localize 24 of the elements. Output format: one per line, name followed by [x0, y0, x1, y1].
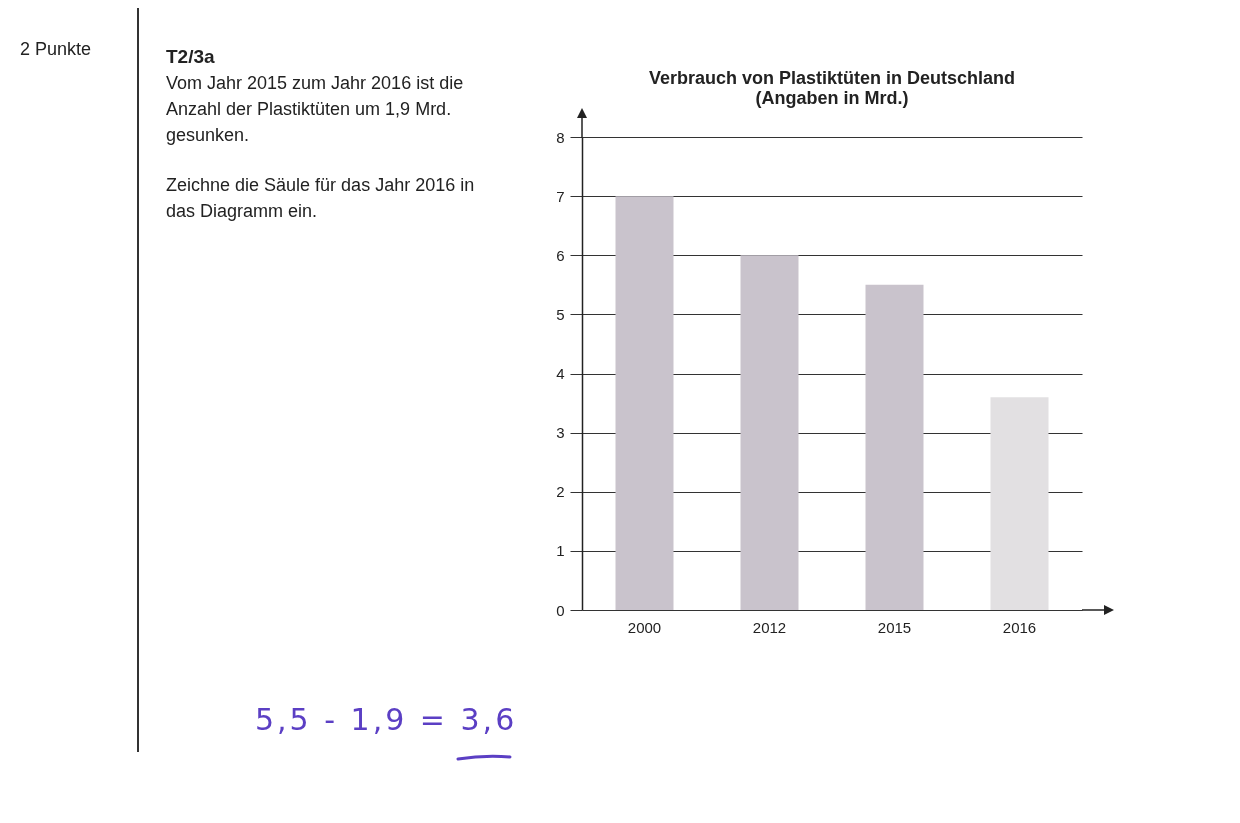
x-tick-label: 2015: [877, 618, 912, 636]
y-tick-label: 1: [556, 542, 565, 560]
text: Zeichne die Säule für das Jahr 2016 in das Diagramm ein.: [166, 174, 476, 223]
bar: [865, 284, 924, 610]
x-tick-label: 2016: [1002, 618, 1037, 636]
text: T2/3a: [166, 45, 216, 69]
y-tick-label: 3: [556, 424, 565, 442]
y-tick-label: 4: [556, 365, 565, 382]
text: 5,5 - 1,9 = 3,6: [255, 701, 519, 739]
y-tick-label: 5: [556, 305, 565, 323]
y-tick-label: 0: [556, 601, 565, 619]
y-tick-label: 7: [556, 187, 565, 205]
bar: [990, 397, 1049, 610]
bar: [740, 255, 799, 610]
chart-subtitle: (Angaben in Mrd.): [755, 88, 909, 108]
text: 2 Punkte: [20, 38, 93, 61]
bar: [615, 196, 674, 610]
chart-title: Verbrauch von Plastiktüten in Deutschland: [648, 68, 1016, 88]
x-tick-label: 2000: [627, 618, 662, 636]
y-tick-label: 8: [556, 128, 565, 146]
y-tick-label: 2: [556, 483, 565, 501]
y-tick-label: 6: [556, 246, 565, 264]
text: Vom Jahr 2015 zum Jahr 2016 ist die Anzahl der Plastiktüten um 1,9 Mrd. gesunken.: [166, 72, 465, 147]
x-tick-label: 2012: [752, 618, 787, 636]
